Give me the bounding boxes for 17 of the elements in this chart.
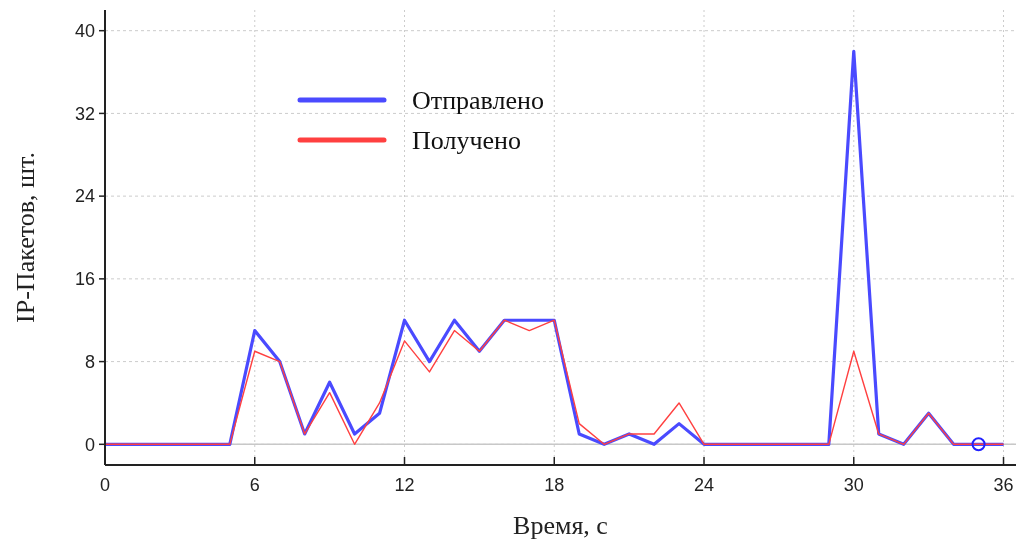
x-tick-label: 24 [694,475,715,495]
y-tick-label: 0 [84,434,95,455]
legend-label: Отправлено [412,86,544,116]
x-tick-label: 0 [99,475,111,495]
x-tick-label: 6 [249,475,260,495]
x-tick-label: 12 [394,475,415,495]
x-tick-label: 18 [544,475,565,495]
legend-label: Получено [412,126,521,156]
y-tick-label: 40 [74,20,95,41]
y-tick-label: 32 [74,103,95,124]
y-axis-title: IP-Пакетов, шт. [11,152,40,323]
y-tick-label: 24 [74,186,95,207]
x-tick-label: 30 [843,475,864,495]
x-tick-label: 36 [993,475,1014,495]
y-tick-label: 16 [74,269,95,290]
x-axis-title: Время, с [513,511,608,540]
y-tick-label: 8 [84,351,95,372]
